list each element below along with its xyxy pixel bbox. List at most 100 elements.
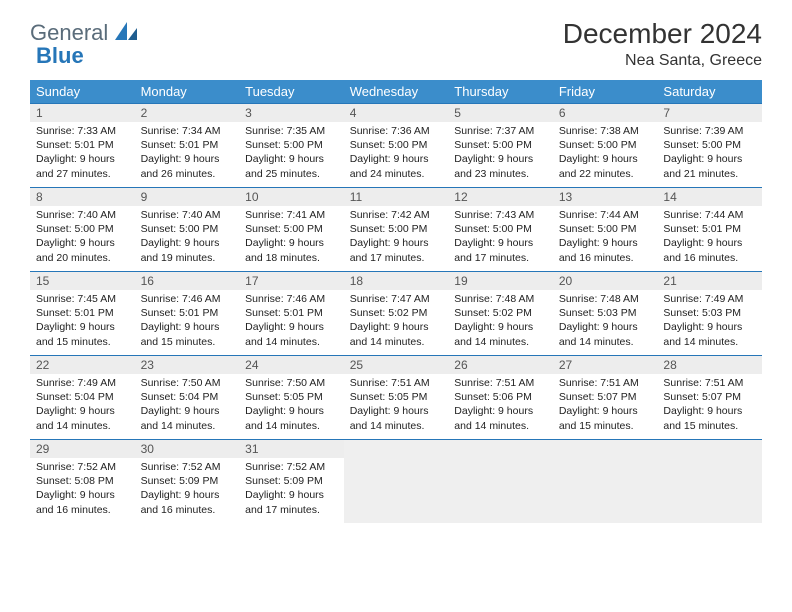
day-header: Monday bbox=[135, 80, 240, 103]
sunset-line: Sunset: 5:00 PM bbox=[559, 222, 652, 236]
day-body: Sunrise: 7:50 AMSunset: 5:04 PMDaylight:… bbox=[135, 374, 240, 435]
day-number: 5 bbox=[448, 104, 553, 122]
sunset-line: Sunset: 5:07 PM bbox=[559, 390, 652, 404]
calendar-cell: 4Sunrise: 7:36 AMSunset: 5:00 PMDaylight… bbox=[344, 103, 449, 187]
calendar-cell: 1Sunrise: 7:33 AMSunset: 5:01 PMDaylight… bbox=[30, 103, 135, 187]
day-body: Sunrise: 7:45 AMSunset: 5:01 PMDaylight:… bbox=[30, 290, 135, 351]
day-body: Sunrise: 7:39 AMSunset: 5:00 PMDaylight:… bbox=[657, 122, 762, 183]
calendar-cell: 28Sunrise: 7:51 AMSunset: 5:07 PMDayligh… bbox=[657, 355, 762, 439]
sunset-line: Sunset: 5:00 PM bbox=[559, 138, 652, 152]
brand-name-1: General bbox=[30, 20, 108, 45]
day-body: Sunrise: 7:52 AMSunset: 5:09 PMDaylight:… bbox=[135, 458, 240, 519]
brand-logo: General Blue bbox=[30, 18, 137, 67]
day-number: 25 bbox=[344, 356, 449, 374]
day-body: Sunrise: 7:46 AMSunset: 5:01 PMDaylight:… bbox=[135, 290, 240, 351]
day-body: Sunrise: 7:44 AMSunset: 5:00 PMDaylight:… bbox=[553, 206, 658, 267]
daylight-line-2: and 14 minutes. bbox=[559, 335, 652, 349]
sunset-line: Sunset: 5:01 PM bbox=[245, 306, 338, 320]
calendar-cell-empty bbox=[553, 439, 658, 523]
sunset-line: Sunset: 5:03 PM bbox=[559, 306, 652, 320]
sunset-line: Sunset: 5:01 PM bbox=[663, 222, 756, 236]
sunrise-line: Sunrise: 7:43 AM bbox=[454, 208, 547, 222]
day-body: Sunrise: 7:46 AMSunset: 5:01 PMDaylight:… bbox=[239, 290, 344, 351]
day-header: Wednesday bbox=[344, 80, 449, 103]
sunrise-line: Sunrise: 7:46 AM bbox=[245, 292, 338, 306]
sunrise-line: Sunrise: 7:38 AM bbox=[559, 124, 652, 138]
header: General Blue December 2024 Nea Santa, Gr… bbox=[30, 18, 762, 70]
calendar-cell: 30Sunrise: 7:52 AMSunset: 5:09 PMDayligh… bbox=[135, 439, 240, 523]
calendar-grid: SundayMondayTuesdayWednesdayThursdayFrid… bbox=[30, 80, 762, 523]
sunrise-line: Sunrise: 7:49 AM bbox=[663, 292, 756, 306]
day-number: 26 bbox=[448, 356, 553, 374]
daylight-line-1: Daylight: 9 hours bbox=[245, 404, 338, 418]
daylight-line-2: and 15 minutes. bbox=[559, 419, 652, 433]
sunrise-line: Sunrise: 7:44 AM bbox=[559, 208, 652, 222]
sunset-line: Sunset: 5:06 PM bbox=[454, 390, 547, 404]
sunset-line: Sunset: 5:00 PM bbox=[350, 138, 443, 152]
daylight-line-2: and 27 minutes. bbox=[36, 167, 129, 181]
day-number: 1 bbox=[30, 104, 135, 122]
sunset-line: Sunset: 5:00 PM bbox=[350, 222, 443, 236]
day-header: Sunday bbox=[30, 80, 135, 103]
day-number: 27 bbox=[553, 356, 658, 374]
sunrise-line: Sunrise: 7:37 AM bbox=[454, 124, 547, 138]
daylight-line-2: and 15 minutes. bbox=[663, 419, 756, 433]
day-number: 24 bbox=[239, 356, 344, 374]
sunrise-line: Sunrise: 7:52 AM bbox=[141, 460, 234, 474]
calendar-cell: 22Sunrise: 7:49 AMSunset: 5:04 PMDayligh… bbox=[30, 355, 135, 439]
sunset-line: Sunset: 5:00 PM bbox=[245, 138, 338, 152]
page-subtitle: Nea Santa, Greece bbox=[563, 52, 762, 70]
sunrise-line: Sunrise: 7:36 AM bbox=[350, 124, 443, 138]
sunrise-line: Sunrise: 7:46 AM bbox=[141, 292, 234, 306]
day-body: Sunrise: 7:38 AMSunset: 5:00 PMDaylight:… bbox=[553, 122, 658, 183]
sunrise-line: Sunrise: 7:48 AM bbox=[559, 292, 652, 306]
calendar-cell: 10Sunrise: 7:41 AMSunset: 5:00 PMDayligh… bbox=[239, 187, 344, 271]
day-number: 19 bbox=[448, 272, 553, 290]
daylight-line-2: and 25 minutes. bbox=[245, 167, 338, 181]
calendar-cell: 2Sunrise: 7:34 AMSunset: 5:01 PMDaylight… bbox=[135, 103, 240, 187]
calendar-cell-empty bbox=[657, 439, 762, 523]
calendar-cell: 11Sunrise: 7:42 AMSunset: 5:00 PMDayligh… bbox=[344, 187, 449, 271]
calendar-cell: 26Sunrise: 7:51 AMSunset: 5:06 PMDayligh… bbox=[448, 355, 553, 439]
daylight-line-1: Daylight: 9 hours bbox=[663, 320, 756, 334]
calendar-cell: 15Sunrise: 7:45 AMSunset: 5:01 PMDayligh… bbox=[30, 271, 135, 355]
daylight-line-2: and 15 minutes. bbox=[141, 335, 234, 349]
daylight-line-2: and 14 minutes. bbox=[663, 335, 756, 349]
sunset-line: Sunset: 5:04 PM bbox=[141, 390, 234, 404]
daylight-line-2: and 14 minutes. bbox=[454, 335, 547, 349]
daylight-line-2: and 14 minutes. bbox=[350, 419, 443, 433]
sunset-line: Sunset: 5:00 PM bbox=[663, 138, 756, 152]
calendar-cell: 9Sunrise: 7:40 AMSunset: 5:00 PMDaylight… bbox=[135, 187, 240, 271]
day-number: 3 bbox=[239, 104, 344, 122]
daylight-line-1: Daylight: 9 hours bbox=[141, 404, 234, 418]
sunset-line: Sunset: 5:09 PM bbox=[141, 474, 234, 488]
daylight-line-1: Daylight: 9 hours bbox=[36, 404, 129, 418]
day-body: Sunrise: 7:44 AMSunset: 5:01 PMDaylight:… bbox=[657, 206, 762, 267]
day-number: 21 bbox=[657, 272, 762, 290]
calendar-cell: 19Sunrise: 7:48 AMSunset: 5:02 PMDayligh… bbox=[448, 271, 553, 355]
day-body: Sunrise: 7:51 AMSunset: 5:05 PMDaylight:… bbox=[344, 374, 449, 435]
day-header: Tuesday bbox=[239, 80, 344, 103]
sunset-line: Sunset: 5:05 PM bbox=[350, 390, 443, 404]
daylight-line-1: Daylight: 9 hours bbox=[36, 236, 129, 250]
day-number: 12 bbox=[448, 188, 553, 206]
daylight-line-1: Daylight: 9 hours bbox=[559, 320, 652, 334]
daylight-line-1: Daylight: 9 hours bbox=[350, 320, 443, 334]
sunset-line: Sunset: 5:08 PM bbox=[36, 474, 129, 488]
daylight-line-1: Daylight: 9 hours bbox=[559, 152, 652, 166]
daylight-line-2: and 14 minutes. bbox=[141, 419, 234, 433]
day-body: Sunrise: 7:51 AMSunset: 5:07 PMDaylight:… bbox=[657, 374, 762, 435]
sunset-line: Sunset: 5:02 PM bbox=[454, 306, 547, 320]
sunset-line: Sunset: 5:01 PM bbox=[141, 306, 234, 320]
day-number: 13 bbox=[553, 188, 658, 206]
daylight-line-2: and 22 minutes. bbox=[559, 167, 652, 181]
sunrise-line: Sunrise: 7:40 AM bbox=[141, 208, 234, 222]
sunrise-line: Sunrise: 7:50 AM bbox=[245, 376, 338, 390]
day-body: Sunrise: 7:51 AMSunset: 5:06 PMDaylight:… bbox=[448, 374, 553, 435]
calendar-cell: 24Sunrise: 7:50 AMSunset: 5:05 PMDayligh… bbox=[239, 355, 344, 439]
day-body: Sunrise: 7:52 AMSunset: 5:09 PMDaylight:… bbox=[239, 458, 344, 519]
sunrise-line: Sunrise: 7:33 AM bbox=[36, 124, 129, 138]
daylight-line-1: Daylight: 9 hours bbox=[36, 488, 129, 502]
day-number: 18 bbox=[344, 272, 449, 290]
day-number: 2 bbox=[135, 104, 240, 122]
